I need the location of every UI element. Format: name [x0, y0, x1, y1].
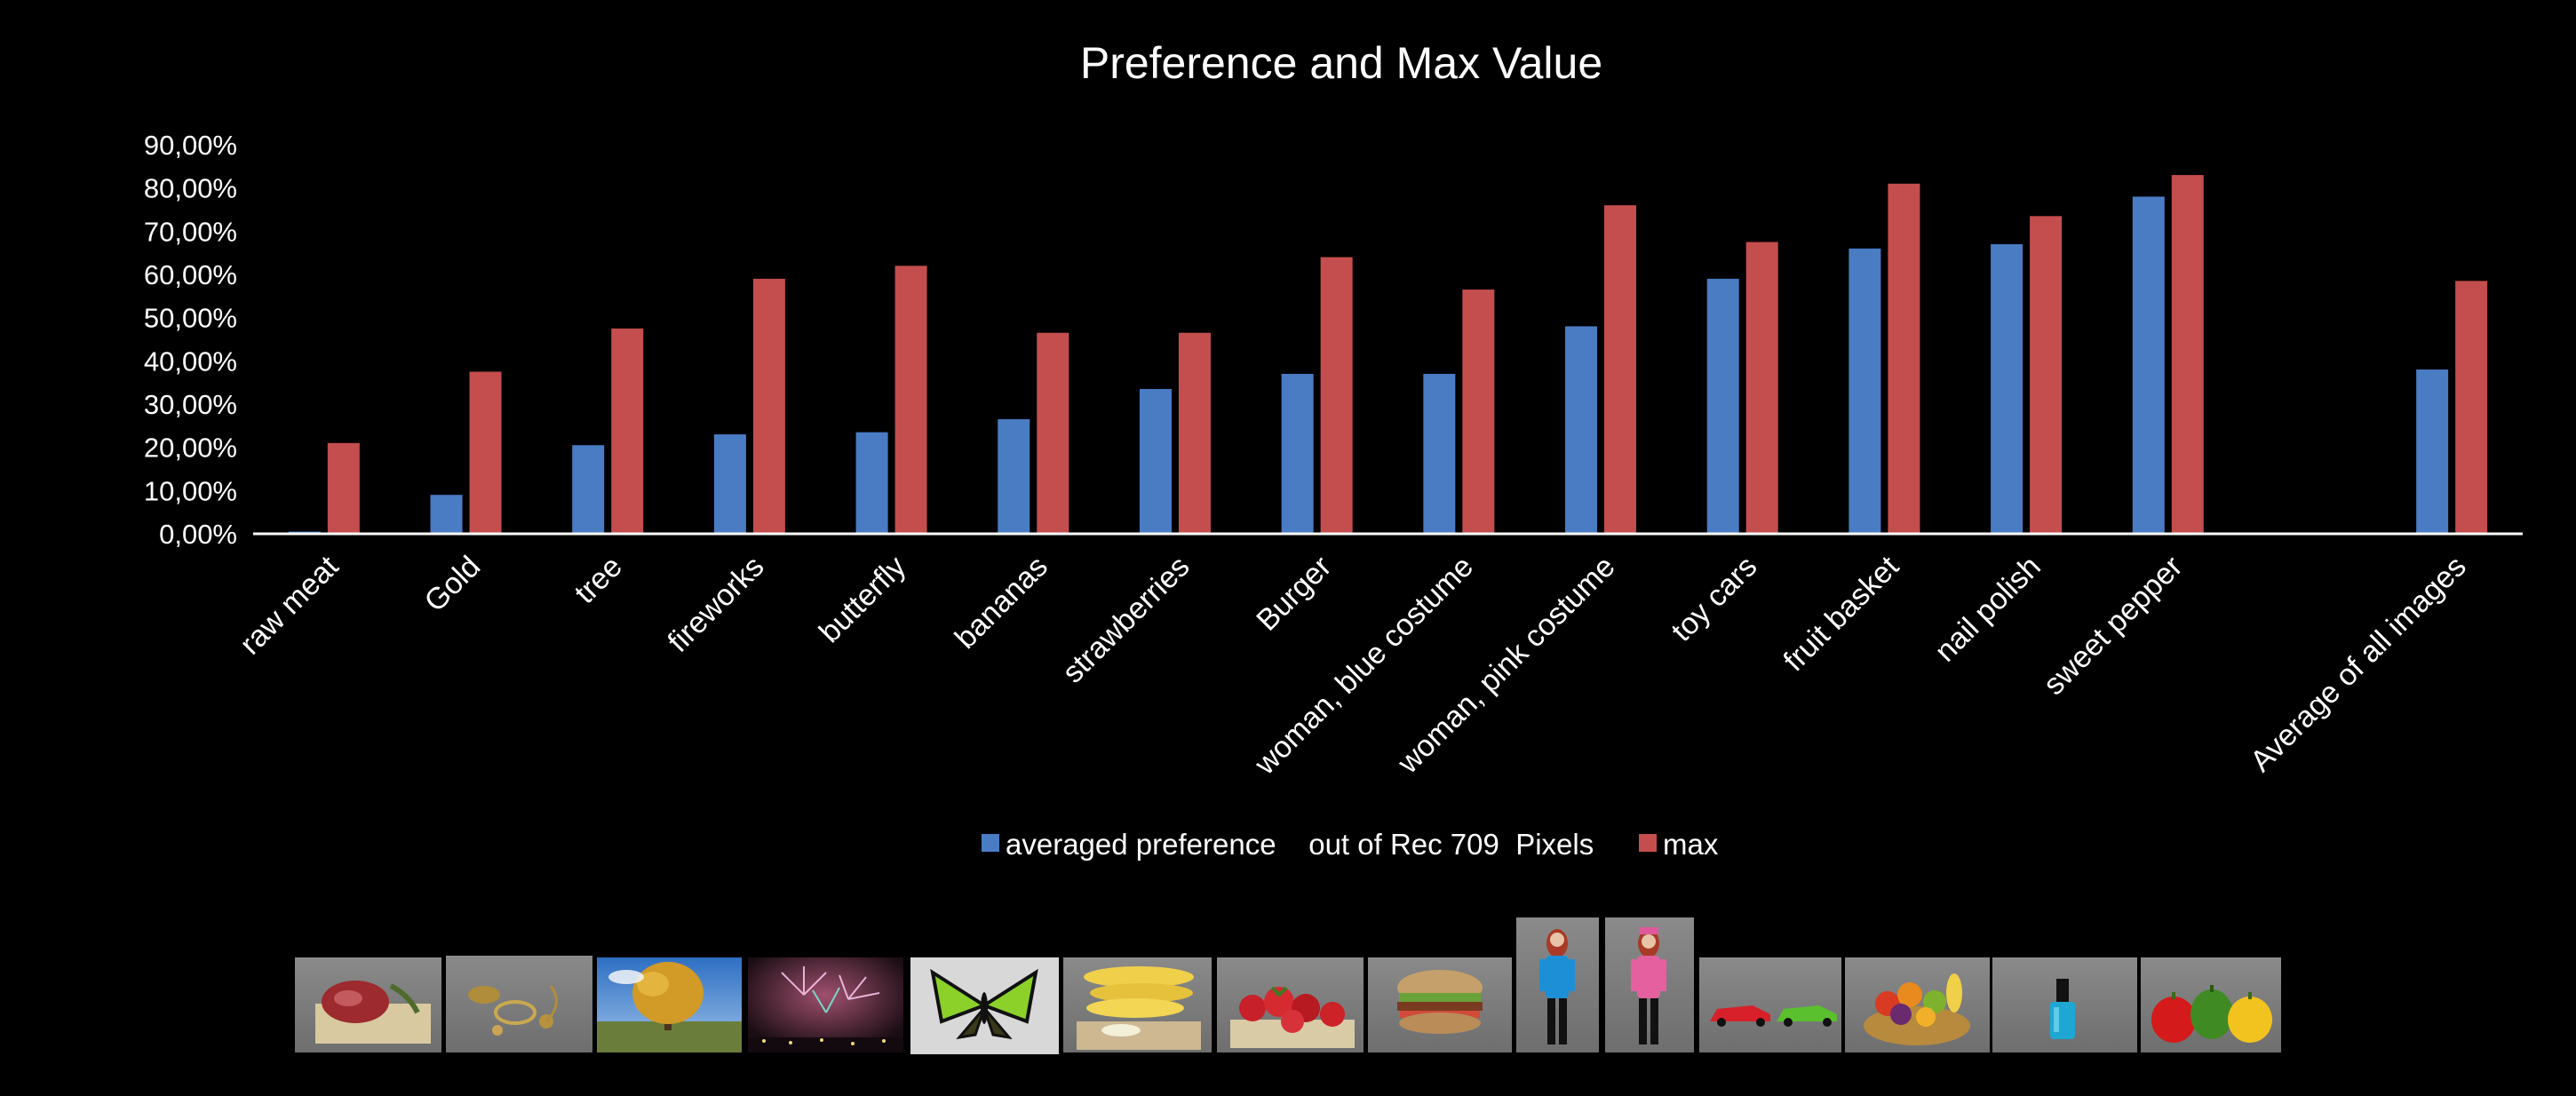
- y-axis-tick-labels: 0,00% 10,00% 20,00% 30,00% 40,00% 50,00% 60,00…: [144, 130, 237, 550]
- tree-photo: [597, 957, 742, 1052]
- category-label-toy-cars: toy cars: [1665, 550, 1763, 648]
- category-label-raw-meat: raw meat: [234, 549, 346, 661]
- legend-swatch-max: [1639, 834, 1657, 852]
- sweet-pepper-photo: [2141, 957, 2281, 1052]
- fireworks-photo: [748, 957, 903, 1052]
- y-tick-label: 70,00%: [144, 216, 237, 247]
- category-label-nail-polish: nail polish: [1928, 550, 2047, 669]
- legend-swatch-averaged-preference: [982, 834, 999, 852]
- legend-label-max: max: [1663, 828, 1719, 861]
- bar-averaged-preference-fireworks: [713, 434, 746, 534]
- bar-max-tree: [611, 328, 644, 534]
- x-axis-category-labels: raw meat Gold tree fireworks butterfly banana…: [234, 549, 2473, 782]
- nail-polish-photo: [1992, 957, 2137, 1052]
- bar-max-sweet-pepper: [2171, 175, 2204, 535]
- bar-max-bananas: [1037, 332, 1069, 534]
- chart-title: Preference and Max Value: [1080, 38, 1602, 88]
- bar-averaged-preference-toy-cars: [1706, 278, 1739, 534]
- legend-label-averaged-preference: averaged preference out of Rec 709 Pixel…: [1006, 828, 1594, 861]
- bar-averaged-preference-woman-blue-costume: [1423, 373, 1456, 534]
- bar-max-woman-blue-costume: [1462, 290, 1495, 534]
- bar-max-average-of-all-images: [2455, 281, 2488, 534]
- bar-averaged-preference-tree: [572, 445, 605, 534]
- woman-pink-photo: [1605, 917, 1694, 1052]
- category-label-gold: Gold: [418, 550, 488, 619]
- y-tick-label: 40,00%: [144, 345, 237, 377]
- category-label-butterfly: butterfly: [813, 550, 912, 649]
- y-tick-label: 10,00%: [144, 475, 237, 506]
- y-tick-label: 20,00%: [144, 433, 237, 464]
- bananas-photo: [1063, 957, 1212, 1052]
- category-label-strawberries: strawberries: [1056, 550, 1197, 690]
- bar-averaged-preference-strawberries: [1139, 388, 1172, 534]
- bar-series: [288, 175, 2488, 535]
- bar-max-nail-polish: [2030, 216, 2063, 535]
- fruit-basket-photo: [1845, 957, 1990, 1052]
- bar-averaged-preference-gold: [430, 495, 463, 534]
- bar-max-fruit-basket: [1888, 183, 1920, 535]
- bar-max-woman-pink-costume: [1604, 205, 1637, 534]
- bar-averaged-preference-average-of-all-images: [2416, 369, 2449, 534]
- legend: averaged preference out of Rec 709 Pixel…: [982, 828, 1719, 861]
- category-label-fruit-basket: fruit basket: [1777, 549, 1906, 678]
- y-tick-label: 0,00%: [159, 519, 237, 550]
- category-label-bananas: bananas: [949, 550, 1054, 655]
- category-label-tree: tree: [568, 550, 629, 610]
- butterfly-photo: [910, 957, 1059, 1054]
- category-label-fireworks: fireworks: [662, 550, 771, 659]
- bar-max-butterfly: [894, 266, 927, 534]
- bar-max-burger: [1320, 257, 1353, 534]
- y-tick-label: 90,00%: [144, 130, 237, 161]
- bar-averaged-preference-bananas: [998, 419, 1030, 534]
- category-label-average-of-all-images: Average of all images: [2244, 550, 2473, 779]
- bar-max-fireworks: [752, 278, 785, 534]
- bar-averaged-preference-woman-pink-costume: [1565, 326, 1598, 534]
- category-label-sweet-pepper: sweet pepper: [2037, 550, 2189, 702]
- y-tick-label: 50,00%: [144, 303, 237, 334]
- bar-max-strawberries: [1178, 332, 1211, 534]
- bar-averaged-preference-sweet-pepper: [2132, 196, 2165, 534]
- raw-meat-photo: [295, 957, 441, 1052]
- bar-averaged-preference-nail-polish: [1991, 243, 2023, 534]
- bar-averaged-preference-fruit-basket: [1849, 248, 1881, 534]
- bar-max-gold: [469, 371, 502, 534]
- bar-max-raw-meat: [327, 442, 360, 534]
- toy-cars-photo: [1699, 957, 1841, 1052]
- y-tick-label: 60,00%: [144, 259, 237, 290]
- strawberries-photo: [1217, 957, 1364, 1052]
- category-label-burger: Burger: [1250, 550, 1338, 638]
- y-tick-label: 30,00%: [144, 389, 237, 420]
- bar-max-toy-cars: [1745, 242, 1778, 534]
- bar-averaged-preference-burger: [1281, 373, 1314, 534]
- y-tick-label: 80,00%: [144, 173, 237, 204]
- bar-averaged-preference-butterfly: [855, 432, 888, 534]
- woman-blue-photo: [1516, 917, 1599, 1052]
- thumbnail-strip: [295, 917, 2281, 1054]
- burger-photo: [1368, 957, 1512, 1052]
- gold-photo: [446, 956, 592, 1052]
